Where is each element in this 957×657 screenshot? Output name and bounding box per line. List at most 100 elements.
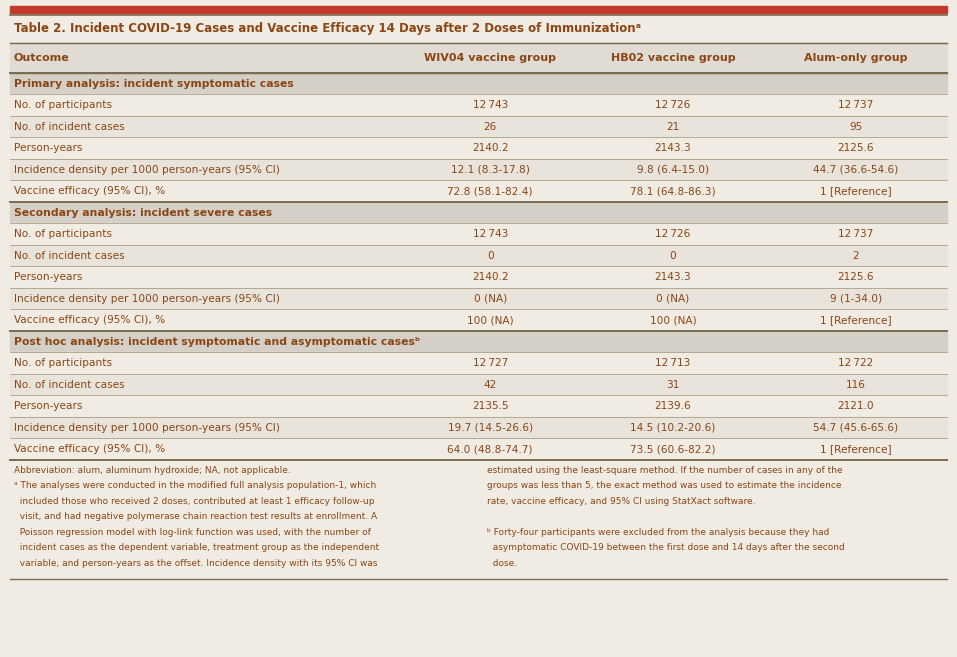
Text: 0 (NA): 0 (NA) [474, 294, 507, 304]
Text: Abbreviation: alum, aluminum hydroxide; NA, not applicable.: Abbreviation: alum, aluminum hydroxide; … [14, 466, 291, 475]
Bar [10, 396, 947, 417]
Text: 0: 0 [670, 251, 677, 261]
Text: 64.0 (48.8-74.7): 64.0 (48.8-74.7) [448, 444, 533, 454]
Text: 9.8 (6.4-15.0): 9.8 (6.4-15.0) [636, 165, 709, 175]
Text: groups was less than 5, the exact method was used to estimate the incidence: groups was less than 5, the exact method… [487, 482, 842, 491]
Text: 0: 0 [487, 251, 494, 261]
Text: Outcome: Outcome [14, 53, 70, 63]
Bar [10, 309, 947, 331]
Text: HB02 vaccine group: HB02 vaccine group [611, 53, 735, 63]
Bar [10, 288, 947, 309]
Text: ᵇ Forty-four participants were excluded from the analysis because they had: ᵇ Forty-four participants were excluded … [487, 528, 830, 537]
Text: 2121.0: 2121.0 [837, 401, 874, 411]
Text: 54.7 (45.6-65.6): 54.7 (45.6-65.6) [813, 422, 899, 433]
Text: No. of incident cases: No. of incident cases [14, 380, 124, 390]
Bar [10, 223, 947, 245]
Text: 2140.2: 2140.2 [472, 143, 508, 153]
Text: 1 [Reference]: 1 [Reference] [820, 444, 892, 454]
Bar [10, 95, 947, 116]
Bar [10, 438, 947, 460]
Text: 21: 21 [666, 122, 679, 132]
Text: 26: 26 [483, 122, 497, 132]
Text: Post hoc analysis: incident symptomatic and asymptomatic casesᵇ: Post hoc analysis: incident symptomatic … [14, 337, 420, 347]
Text: 72.8 (58.1-82.4): 72.8 (58.1-82.4) [448, 186, 533, 196]
Text: asymptomatic COVID-19 between the first dose and 14 days after the second: asymptomatic COVID-19 between the first … [487, 543, 845, 553]
Text: 2135.5: 2135.5 [472, 401, 508, 411]
Text: Incidence density per 1000 person-years (95% CI): Incidence density per 1000 person-years … [14, 422, 279, 433]
Text: 2125.6: 2125.6 [837, 143, 874, 153]
Text: Incidence density per 1000 person-years (95% CI): Incidence density per 1000 person-years … [14, 294, 279, 304]
Text: 100 (NA): 100 (NA) [650, 315, 697, 325]
Text: 2139.6: 2139.6 [655, 401, 691, 411]
Bar [10, 417, 947, 438]
Text: 9 (1-34.0): 9 (1-34.0) [830, 294, 881, 304]
Bar [10, 159, 947, 181]
Bar [10, 353, 947, 374]
Text: Vaccine efficacy (95% CI), %: Vaccine efficacy (95% CI), % [14, 315, 166, 325]
Text: No. of participants: No. of participants [14, 101, 112, 110]
Bar [10, 181, 947, 202]
Bar [10, 267, 947, 288]
Text: Person-years: Person-years [14, 143, 82, 153]
Text: 14.5 (10.2-20.6): 14.5 (10.2-20.6) [631, 422, 716, 433]
Bar [10, 43, 947, 73]
Text: Person-years: Person-years [14, 401, 82, 411]
Bar [10, 137, 947, 159]
Text: 116: 116 [846, 380, 865, 390]
Text: 31: 31 [666, 380, 679, 390]
Text: Secondary analysis: incident severe cases: Secondary analysis: incident severe case… [14, 208, 272, 217]
Text: incident cases as the dependent variable, treatment group as the independent: incident cases as the dependent variable… [14, 543, 379, 553]
Text: 2143.3: 2143.3 [655, 143, 691, 153]
Text: 95: 95 [849, 122, 862, 132]
Bar [10, 6, 947, 13]
Text: visit, and had negative polymerase chain reaction test results at enrollment. A: visit, and had negative polymerase chain… [14, 512, 377, 522]
Text: 12 726: 12 726 [656, 101, 691, 110]
Bar [10, 245, 947, 267]
Text: 100 (NA): 100 (NA) [467, 315, 514, 325]
Text: 2140.2: 2140.2 [472, 272, 508, 283]
Text: 1 [Reference]: 1 [Reference] [820, 315, 892, 325]
Text: 12 737: 12 737 [838, 101, 874, 110]
Text: 78.1 (64.8-86.3): 78.1 (64.8-86.3) [630, 186, 716, 196]
Text: estimated using the least-square method. If the number of cases in any of the: estimated using the least-square method.… [487, 466, 843, 475]
Text: included those who received 2 doses, contributed at least 1 efficacy follow-up: included those who received 2 doses, con… [14, 497, 374, 506]
Text: Incidence density per 1000 person-years (95% CI): Incidence density per 1000 person-years … [14, 165, 279, 175]
Text: 12 743: 12 743 [473, 101, 508, 110]
Text: 12 743: 12 743 [473, 229, 508, 239]
Text: 19.7 (14.5-26.6): 19.7 (14.5-26.6) [448, 422, 533, 433]
Bar [10, 73, 947, 95]
Text: 2: 2 [853, 251, 859, 261]
Bar [10, 331, 947, 353]
Text: 42: 42 [483, 380, 497, 390]
Text: rate, vaccine efficacy, and 95% CI using StatXact software.: rate, vaccine efficacy, and 95% CI using… [487, 497, 756, 506]
Text: 44.7 (36.6-54.6): 44.7 (36.6-54.6) [813, 165, 899, 175]
Text: WIV04 vaccine group: WIV04 vaccine group [424, 53, 556, 63]
Text: No. of incident cases: No. of incident cases [14, 251, 124, 261]
Text: 12 726: 12 726 [656, 229, 691, 239]
Text: 12.1 (8.3-17.8): 12.1 (8.3-17.8) [451, 165, 529, 175]
Text: 0 (NA): 0 (NA) [657, 294, 690, 304]
Bar [10, 202, 947, 223]
Text: No. of incident cases: No. of incident cases [14, 122, 124, 132]
Bar [10, 374, 947, 396]
Text: dose.: dose. [487, 559, 518, 568]
Text: 2143.3: 2143.3 [655, 272, 691, 283]
Text: No. of participants: No. of participants [14, 358, 112, 369]
Text: 1 [Reference]: 1 [Reference] [820, 186, 892, 196]
Text: 73.5 (60.6-82.2): 73.5 (60.6-82.2) [630, 444, 716, 454]
Text: ᵃ The analyses were conducted in the modified full analysis population-1, which: ᵃ The analyses were conducted in the mod… [14, 482, 376, 491]
Text: Alum-only group: Alum-only group [804, 53, 907, 63]
Text: Vaccine efficacy (95% CI), %: Vaccine efficacy (95% CI), % [14, 444, 166, 454]
Bar [10, 15, 947, 43]
Text: Poisson regression model with log-link function was used, with the number of: Poisson regression model with log-link f… [14, 528, 371, 537]
Text: 12 722: 12 722 [838, 358, 874, 369]
Text: No. of participants: No. of participants [14, 229, 112, 239]
Text: Table 2. Incident COVID-19 Cases and Vaccine Efficacy 14 Days after 2 Doses of I: Table 2. Incident COVID-19 Cases and Vac… [14, 22, 641, 35]
Text: variable, and person-years as the offset. Incidence density with its 95% CI was: variable, and person-years as the offset… [14, 559, 377, 568]
Text: 12 713: 12 713 [656, 358, 691, 369]
Text: Vaccine efficacy (95% CI), %: Vaccine efficacy (95% CI), % [14, 186, 166, 196]
Text: 12 737: 12 737 [838, 229, 874, 239]
Text: Primary analysis: incident symptomatic cases: Primary analysis: incident symptomatic c… [14, 79, 294, 89]
Text: 12 727: 12 727 [473, 358, 508, 369]
Bar [10, 116, 947, 137]
